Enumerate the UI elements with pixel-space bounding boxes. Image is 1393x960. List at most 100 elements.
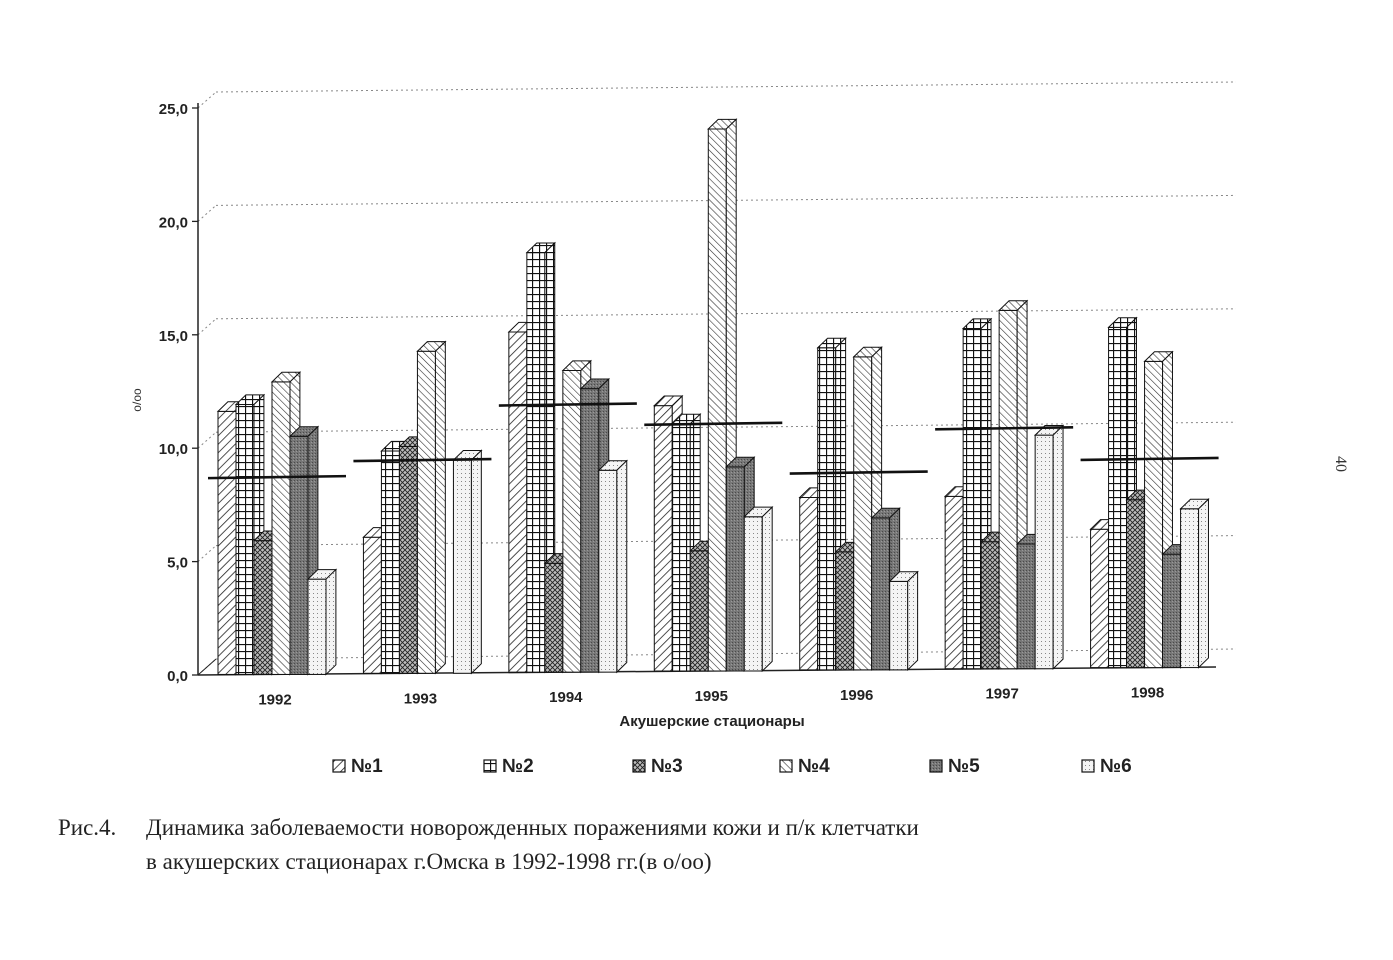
legend-item: №5: [929, 756, 980, 777]
caption-label: Рис.4.: [58, 815, 117, 840]
bar-front: [1180, 508, 1200, 669]
bar-front: [217, 410, 237, 675]
bar: [1179, 498, 1210, 669]
average-lines: [207, 402, 1219, 480]
y-tick-label: 0,0: [167, 668, 188, 685]
bar: [888, 570, 919, 672]
bar-front: [289, 435, 309, 675]
bar-front: [853, 356, 873, 671]
x-tick-label: 1993: [404, 690, 437, 707]
x-tick-label: 1996: [840, 687, 873, 704]
legend-label: №2: [502, 756, 534, 777]
bar-front: [580, 388, 600, 673]
bar-side: [1198, 498, 1209, 669]
bar-front: [689, 550, 709, 672]
legend-label: №3: [651, 756, 683, 777]
bar-front: [307, 578, 327, 675]
average-line: [353, 457, 492, 463]
bar-front: [871, 517, 891, 671]
gridline: [215, 81, 1237, 93]
legend-swatch: [483, 759, 497, 773]
bar-side: [325, 568, 337, 676]
bar-side: [761, 505, 773, 673]
gridline-side: [197, 205, 217, 222]
bar: [1143, 350, 1174, 669]
bar-front: [653, 405, 673, 672]
legend-label: №5: [948, 756, 980, 777]
bar-front: [962, 328, 982, 670]
y-tick-label: 10,0: [159, 441, 188, 458]
bar-front: [544, 562, 564, 673]
caption-line-2: в акушерских стационарах г.Омска в 1992-…: [146, 849, 712, 874]
bar-front: [835, 551, 855, 671]
bar-front: [398, 445, 418, 674]
legend-item: №6: [1081, 756, 1132, 777]
bar-front: [1016, 543, 1036, 670]
bar-front: [362, 536, 382, 674]
legend-item: №3: [632, 756, 683, 777]
bar-side: [470, 449, 482, 675]
bar-front: [380, 450, 400, 674]
bar-front: [271, 381, 291, 675]
average-line: [207, 474, 347, 480]
bar: [852, 346, 883, 672]
page-number: 40: [1332, 456, 1349, 472]
bar-front: [980, 541, 1000, 670]
average-line: [498, 402, 637, 407]
bar-front: [998, 309, 1018, 670]
x-tick-label: 1992: [258, 691, 291, 708]
bar-front: [1034, 434, 1054, 670]
bar-side: [434, 340, 446, 675]
bar-side: [1052, 424, 1064, 670]
bar-front: [253, 540, 273, 675]
bar-front: [743, 516, 763, 672]
bar-front: [707, 128, 727, 672]
y-axis-label: о/оо: [130, 388, 144, 412]
caption-line-1: Динамика заболеваемости новорожденных по…: [146, 815, 919, 840]
x-tick-label: 1995: [695, 688, 728, 705]
bar-front: [799, 496, 819, 671]
bar-front: [562, 369, 582, 673]
bar-front: [1144, 360, 1164, 669]
x-axis-label: Акушерские стационары: [619, 713, 804, 730]
bar-front: [1126, 499, 1146, 669]
legend-swatch: [779, 759, 793, 773]
bar-side: [907, 570, 919, 672]
y-tick-label: 20,0: [159, 214, 188, 231]
bar: [597, 459, 628, 674]
bar-front: [598, 469, 618, 673]
y-tick-label: 15,0: [159, 328, 188, 345]
bar-front: [1162, 553, 1182, 669]
average-line: [789, 470, 928, 475]
bar-side: [616, 459, 628, 674]
bar-front: [1108, 326, 1128, 669]
gridline-side: [197, 545, 217, 562]
bar-front: [725, 466, 745, 672]
x-tick-label: 1997: [985, 686, 1018, 703]
legend-swatch: [332, 759, 346, 773]
bar: [1033, 424, 1065, 670]
gridline-side: [197, 431, 217, 449]
bar: [452, 449, 483, 675]
legend-swatch: [1081, 759, 1095, 773]
bar-front: [817, 347, 837, 671]
floor-edge: [197, 658, 217, 676]
x-tick-label: 1998: [1131, 685, 1164, 702]
y-tick-label: 5,0: [167, 555, 188, 572]
legend-item: №4: [779, 756, 830, 777]
legend-swatch: [929, 759, 943, 773]
average-line: [644, 421, 783, 427]
bar-front: [944, 495, 964, 670]
legend-label: №1: [351, 756, 383, 777]
average-line: [1080, 456, 1219, 462]
legend: №1 №2 №3 №4 №5 №6: [332, 756, 1132, 777]
bar-front: [235, 404, 255, 675]
bar-front: [671, 423, 691, 672]
bar: [743, 505, 774, 673]
bar-front: [508, 331, 528, 673]
average-line: [935, 426, 1074, 431]
legend-item: №2: [483, 756, 534, 777]
legend-label: №6: [1100, 756, 1132, 777]
bar-front: [452, 459, 472, 674]
